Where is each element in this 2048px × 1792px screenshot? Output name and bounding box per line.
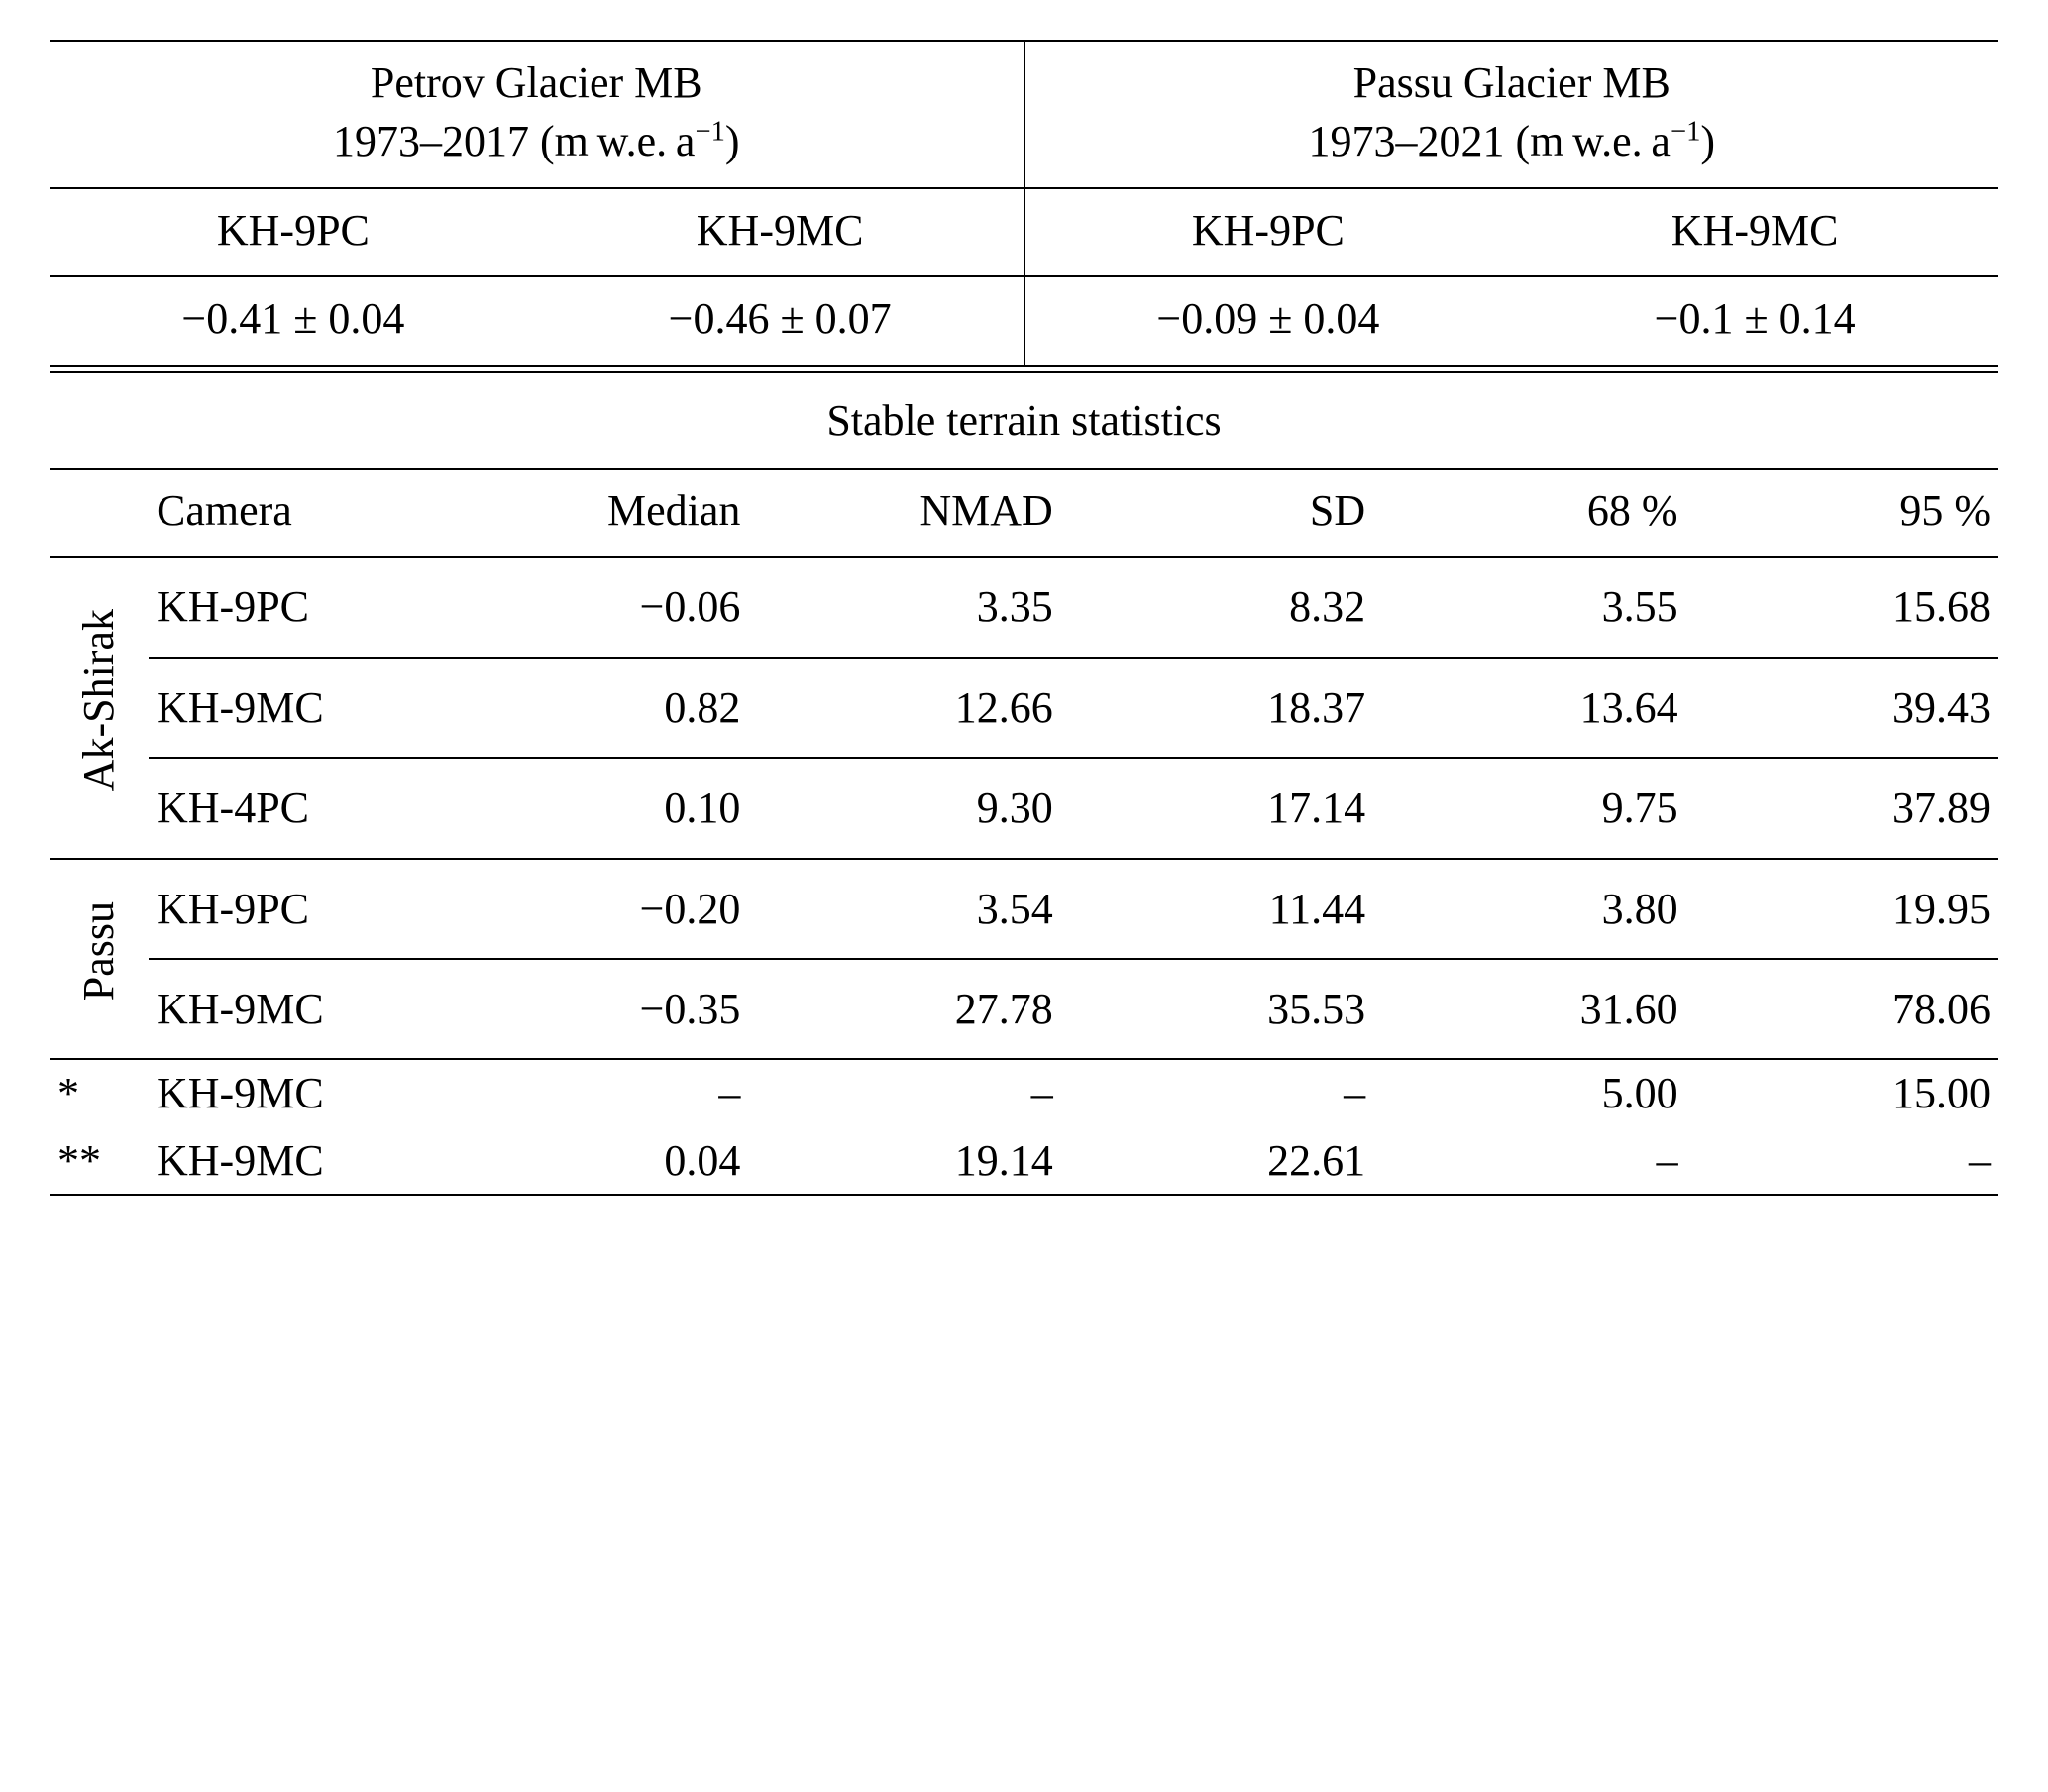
passu-title-line2-prefix: 1973–2021 (m xyxy=(1308,117,1563,165)
group-ak-shirak-cell: Ak-Shirak xyxy=(50,558,149,857)
ak1-camera: KH-9PC xyxy=(149,558,436,656)
pa1-p68: 3.80 xyxy=(1373,860,1685,958)
pa2-p95: 78.06 xyxy=(1686,960,1998,1058)
pa2-sd: 35.53 xyxy=(1061,960,1373,1058)
stats-gutter-header xyxy=(50,470,149,556)
petrov-col1-label: KH-9PC xyxy=(50,189,537,275)
ak2-sd: 18.37 xyxy=(1061,659,1373,757)
pa2-nmad: 27.78 xyxy=(748,960,1060,1058)
table-row: KH-9MC 0.82 12.66 18.37 13.64 39.43 xyxy=(50,659,1998,757)
ak1-median: −0.06 xyxy=(436,558,748,656)
stats-heading: Stable terrain statistics xyxy=(50,373,1998,468)
ak3-p95: 37.89 xyxy=(1686,759,1998,857)
table-row: * KH-9MC – – – 5.00 15.00 xyxy=(50,1060,1998,1126)
col-median: Median xyxy=(436,470,748,556)
pa1-camera: KH-9PC xyxy=(149,860,436,958)
petrov-col2-label: KH-9MC xyxy=(537,189,1024,275)
ak3-nmad: 9.30 xyxy=(748,759,1060,857)
fn2-sd: 22.61 xyxy=(1061,1127,1373,1194)
col-nmad: NMAD xyxy=(748,470,1060,556)
ak2-p95: 39.43 xyxy=(1686,659,1998,757)
ak1-p95: 15.68 xyxy=(1686,558,1998,656)
stats-table: Stable terrain statistics Camera Median … xyxy=(50,373,1998,1197)
table-row: Passu KH-9PC −0.20 3.54 11.44 3.80 19.95 xyxy=(50,860,1998,958)
fn1-camera: KH-9MC xyxy=(149,1060,436,1126)
passu-title-line1: Passu Glacier MB xyxy=(1353,58,1671,107)
rule-bottom xyxy=(50,1194,1998,1196)
ak2-camera: KH-9MC xyxy=(149,659,436,757)
fn2-p68: – xyxy=(1373,1127,1685,1194)
fn2-mark: ** xyxy=(50,1127,149,1194)
fn2-nmad: 19.14 xyxy=(748,1127,1060,1194)
pa1-p95: 19.95 xyxy=(1686,860,1998,958)
fn2-camera: KH-9MC xyxy=(149,1127,436,1194)
passu-exponent: −1 xyxy=(1671,117,1700,148)
petrov-title-line2-mid: w.e. xyxy=(597,117,667,165)
col-p95: 95 % xyxy=(1686,470,1998,556)
petrov-title-line2-suffix: a xyxy=(676,117,696,165)
petrov-title-line2-close: ) xyxy=(725,117,740,165)
ak3-p68: 9.75 xyxy=(1373,759,1685,857)
ak3-sd: 17.14 xyxy=(1061,759,1373,857)
passu-col1-label: KH-9PC xyxy=(1024,189,1512,275)
petrov-col1-value: −0.41 ± 0.04 xyxy=(50,277,537,364)
fn1-sd: – xyxy=(1061,1060,1373,1126)
fn2-p95: – xyxy=(1686,1127,1998,1194)
petrov-title-line2-prefix: 1973–2017 (m xyxy=(333,117,589,165)
ak3-camera: KH-4PC xyxy=(149,759,436,857)
passu-col2-value: −0.1 ± 0.14 xyxy=(1511,277,1998,364)
ak2-nmad: 12.66 xyxy=(748,659,1060,757)
table-row: Ak-Shirak KH-9PC −0.06 3.35 8.32 3.55 15… xyxy=(50,558,1998,656)
fn1-mark: * xyxy=(50,1060,149,1126)
table-row: ** KH-9MC 0.04 19.14 22.61 – – xyxy=(50,1127,1998,1194)
col-p68: 68 % xyxy=(1373,470,1685,556)
fn1-median: – xyxy=(436,1060,748,1126)
pa2-p68: 31.60 xyxy=(1373,960,1685,1058)
ak2-median: 0.82 xyxy=(436,659,748,757)
ak1-sd: 8.32 xyxy=(1061,558,1373,656)
pa1-median: −0.20 xyxy=(436,860,748,958)
ak2-p68: 13.64 xyxy=(1373,659,1685,757)
table-row: KH-4PC 0.10 9.30 17.14 9.75 37.89 xyxy=(50,759,1998,857)
passu-col1-value: −0.09 ± 0.04 xyxy=(1024,277,1512,364)
col-sd: SD xyxy=(1061,470,1373,556)
fn1iques-p95: 15.00 xyxy=(1686,1060,1998,1126)
pa2-camera: KH-9MC xyxy=(149,960,436,1058)
pa2-median: −0.35 xyxy=(436,960,748,1058)
ak1-nmad: 3.35 xyxy=(748,558,1060,656)
pa1-nmad: 3.54 xyxy=(748,860,1060,958)
group-ak-shirak-label: Ak-Shirak xyxy=(69,603,128,796)
group-passu-cell: Passu xyxy=(50,860,149,1059)
fn1-nmad: – xyxy=(748,1060,1060,1126)
fn2-median: 0.04 xyxy=(436,1127,748,1194)
col-camera: Camera xyxy=(149,470,436,556)
ak1-p68: 3.55 xyxy=(1373,558,1685,656)
petrov-col2-value: −0.46 ± 0.07 xyxy=(537,277,1024,364)
table-row: KH-9MC −0.35 27.78 35.53 31.60 78.06 xyxy=(50,960,1998,1058)
rule-double xyxy=(50,365,1998,373)
pa1-sd: 11.44 xyxy=(1061,860,1373,958)
passu-header: Passu Glacier MB 1973–2021 (m w.e. a−1) xyxy=(1024,42,1999,187)
petrov-header: Petrov Glacier MB 1973–2017 (m w.e. a−1) xyxy=(50,42,1024,187)
passu-title-line2-mid: w.e. xyxy=(1572,117,1642,165)
petrov-exponent: −1 xyxy=(695,117,724,148)
fn1-p68: 5.00 xyxy=(1373,1060,1685,1126)
mb-comparison-table: Petrov Glacier MB 1973–2017 (m w.e. a−1)… xyxy=(50,42,1998,365)
passu-col2-label: KH-9MC xyxy=(1511,189,1998,275)
ak3-median: 0.10 xyxy=(436,759,748,857)
passu-title-line2-close: ) xyxy=(1700,117,1715,165)
passu-title-line2-suffix: a xyxy=(1651,117,1671,165)
petrov-title-line1: Petrov Glacier MB xyxy=(371,58,702,107)
group-passu-label: Passu xyxy=(69,896,128,1006)
